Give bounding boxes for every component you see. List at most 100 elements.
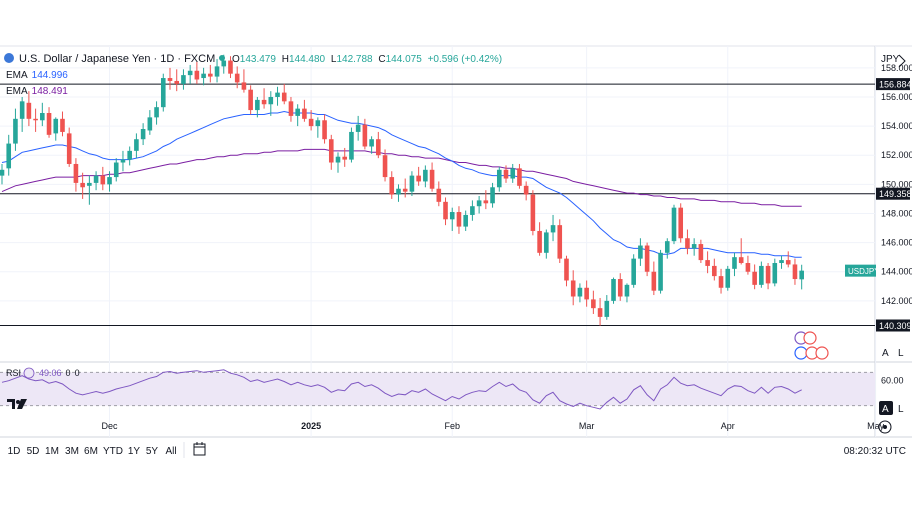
candle-body	[570, 280, 576, 297]
candle-body	[295, 108, 300, 116]
log-scale-button[interactable]: L	[898, 348, 904, 359]
candle-body	[322, 120, 327, 140]
candle-body	[449, 212, 455, 220]
ohlc-close-label: C	[378, 54, 385, 65]
rsi-log-scale-button[interactable]: L	[898, 404, 904, 415]
event-icon[interactable]	[815, 346, 829, 360]
candle-body	[241, 82, 247, 90]
candle-body	[644, 245, 650, 272]
timeframe-button-1m[interactable]: 1M	[45, 446, 59, 457]
ema-lines	[1, 110, 802, 258]
level-price-label: 156.884	[879, 80, 912, 90]
timeframe-button-6m[interactable]: 6M	[84, 446, 98, 457]
market-status-icon	[219, 55, 225, 61]
ohlc-close: 144.075	[386, 54, 423, 65]
timeframe-button-all[interactable]: All	[165, 446, 176, 457]
chevron-right-icon[interactable]	[898, 54, 906, 68]
rsi-line	[1, 369, 802, 410]
timeframe-button-1d[interactable]: 1D	[8, 446, 21, 457]
clock-time[interactable]: 08:20:32 UTC	[844, 446, 906, 457]
usd-flag-icon	[4, 53, 14, 63]
timeframe-button-ytd[interactable]: YTD	[103, 446, 123, 457]
settings-gear-icon[interactable]	[878, 420, 892, 434]
event-icon[interactable]	[794, 346, 808, 360]
candle-body	[40, 112, 45, 121]
rsi-legend-part: 0	[66, 368, 71, 378]
candle-body	[66, 133, 72, 164]
candle-body	[759, 265, 764, 285]
candle-body	[738, 257, 744, 264]
candle-body	[6, 143, 12, 169]
candle-body	[436, 188, 442, 202]
price-tick-label: 142.000	[881, 296, 912, 306]
price-tick-label: 148.000	[881, 208, 912, 218]
candle-body	[134, 139, 139, 151]
candle-body	[349, 131, 354, 160]
candle-body	[328, 139, 334, 163]
candle-body	[651, 271, 657, 291]
price-tick-label: 146.000	[881, 238, 912, 248]
candle-body	[315, 120, 321, 127]
us-flag-icon[interactable]	[803, 331, 817, 345]
price-axis[interactable]: 142.000 144.000 146.000 148.000 150.000 152.0…	[881, 63, 912, 306]
candle-body	[671, 207, 677, 242]
level-price-tag	[876, 78, 910, 91]
candle-body	[255, 99, 260, 111]
candle-body	[160, 78, 166, 108]
ema-slow-value: 148.491	[32, 86, 69, 97]
candle-body	[13, 118, 18, 144]
candle-body	[752, 271, 757, 285]
auto-scale-active[interactable]	[879, 401, 893, 415]
candle-body	[443, 201, 448, 220]
candle-body	[557, 225, 563, 259]
candle-body	[470, 206, 475, 215]
time-tick-label: 2025	[301, 421, 321, 431]
candle-body	[187, 70, 193, 76]
candle-body	[483, 200, 489, 204]
time-axis[interactable]: Dec2025FebMarAprMayJunJul	[102, 421, 912, 431]
candle-body	[100, 175, 106, 185]
level-price-tag	[876, 187, 910, 200]
calendar-icon[interactable]	[193, 442, 206, 456]
ema-slow-label: EMA	[6, 86, 28, 97]
candle-body	[664, 241, 670, 253]
candle-body	[685, 238, 690, 249]
economic-events[interactable]	[794, 331, 829, 360]
timeframe-button-5d[interactable]: 5D	[27, 446, 40, 457]
candle-body	[785, 260, 791, 265]
candle-body	[355, 124, 361, 132]
candle-body	[732, 257, 737, 269]
rsi-axis-label: 60.00	[881, 376, 904, 386]
time-tick-label: Mar	[579, 421, 595, 431]
timeframe-button-1y[interactable]: 1Y	[128, 446, 141, 457]
rsi-auto-scale-button[interactable]: A	[882, 404, 889, 415]
candle-body	[712, 265, 717, 277]
candle-body	[678, 207, 684, 239]
timeframe-button-3m[interactable]: 3M	[65, 446, 79, 457]
candle-body	[376, 139, 381, 156]
candle-body	[154, 107, 159, 118]
price-tick-label: 144.000	[881, 267, 912, 277]
candle-body	[423, 169, 428, 182]
candle-body	[617, 279, 623, 297]
time-tick-label: Feb	[444, 421, 460, 431]
auto-scale-button[interactable]: A	[882, 348, 889, 359]
rsi-legend-part: RSI	[6, 368, 21, 378]
rsi-legend: RSI 49.06 0 0	[6, 368, 80, 378]
candle-body	[510, 168, 516, 179]
candle-body	[268, 96, 274, 105]
ema-slow-line	[1, 148, 802, 207]
candle-body	[46, 112, 52, 135]
timeframe-button-5y[interactable]: 5Y	[146, 446, 159, 457]
candle-body	[698, 244, 704, 261]
candle-body	[611, 279, 616, 301]
price-tick-label: 156.000	[881, 92, 912, 102]
rsi-legend-part: 0	[75, 368, 80, 378]
candle-body	[584, 287, 589, 300]
candle-body	[530, 194, 536, 231]
rsi-settings-icon[interactable]	[23, 367, 35, 379]
tradingview-logo	[7, 399, 27, 409]
rsi-band	[0, 372, 875, 406]
